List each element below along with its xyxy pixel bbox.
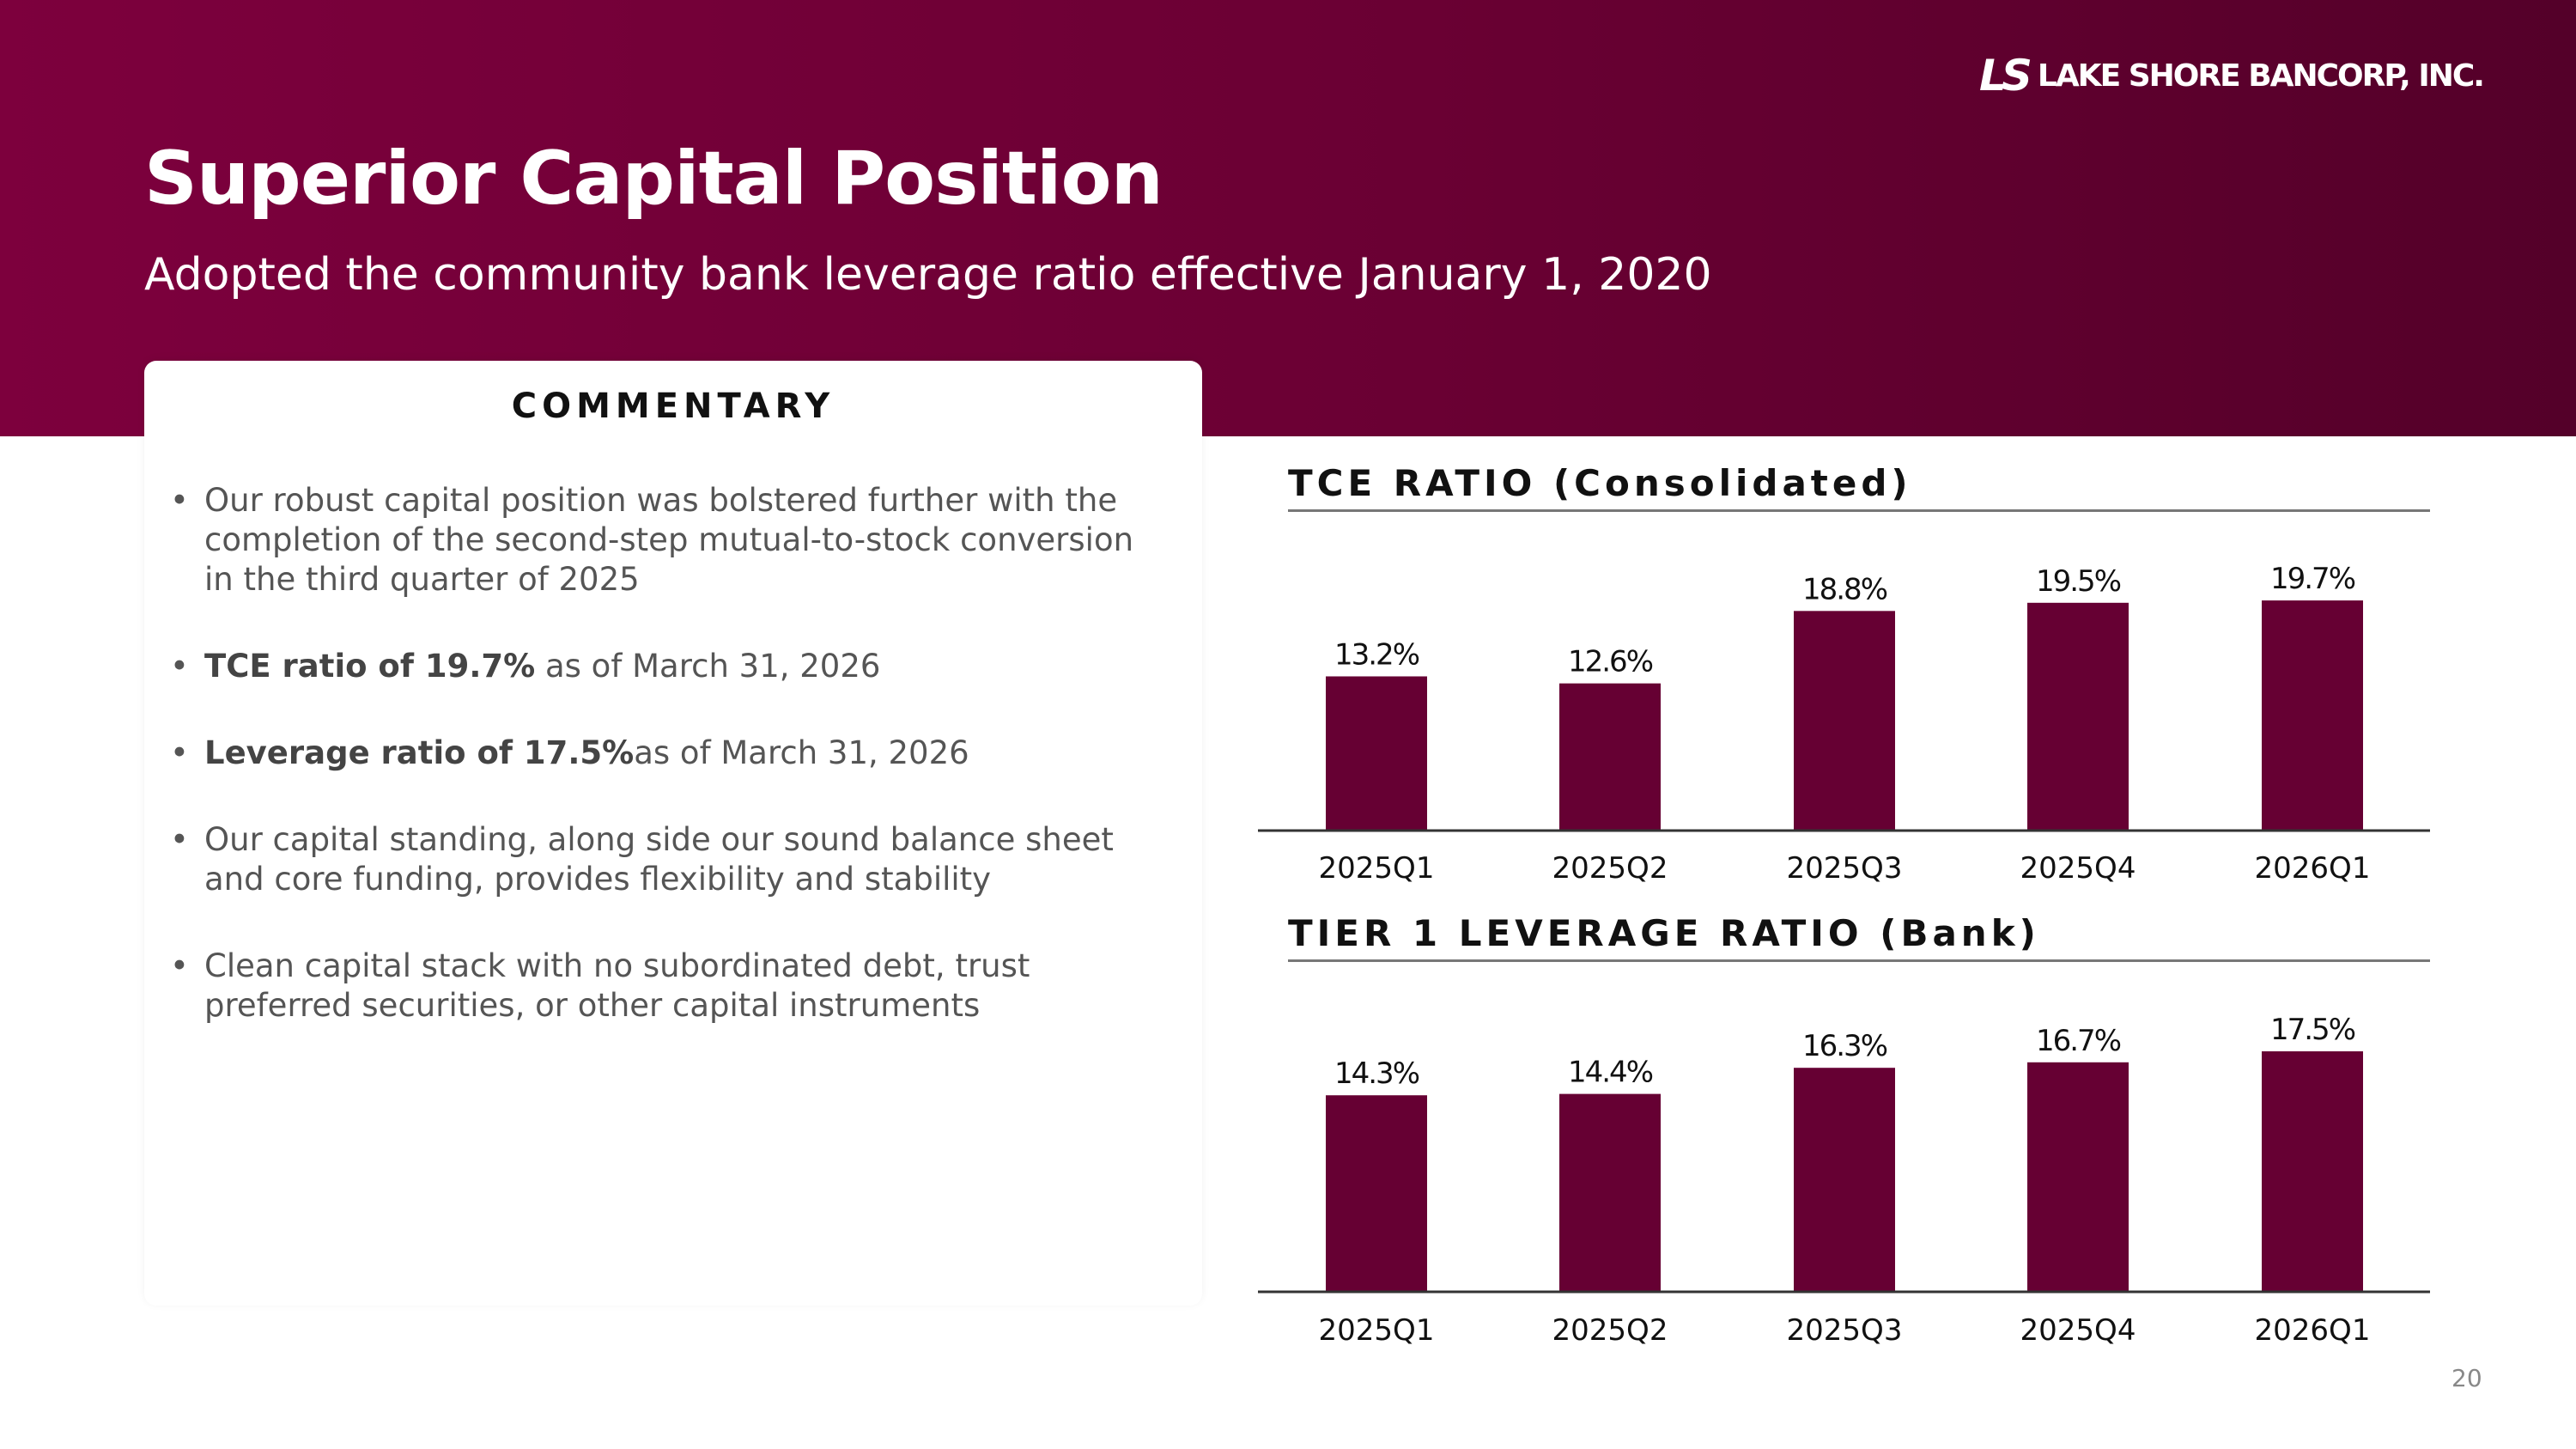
leverage-category-label: 2025Q4 (2020, 1313, 2136, 1348)
leverage-bar-2025Q2 (1559, 1093, 1661, 1292)
leverage-bar-2025Q1 (1326, 1095, 1427, 1292)
tce-data-label: 19.7% (2270, 562, 2355, 596)
page-title: Superior Capital Position (144, 136, 1163, 222)
bullet-text: as of March 31, 2026 (535, 648, 881, 685)
tce-bar-2025Q2 (1559, 683, 1661, 831)
leverage-category-label: 2025Q1 (1319, 1313, 1435, 1348)
tce-data-label: 12.6% (1568, 645, 1653, 679)
tce-bar-2025Q4 (2027, 602, 2129, 831)
company-name: LAKE SHORE BANCORP, INC. (2037, 58, 2485, 94)
ls-logo-icon: LS (1979, 51, 2032, 100)
tce-data-label: 19.5% (2036, 564, 2121, 599)
page-subtitle: Adopted the community bank leverage rati… (144, 249, 1712, 301)
bullet-text: Our capital standing, along side our sou… (204, 821, 1114, 898)
leverage-data-label: 17.5% (2270, 1013, 2355, 1047)
leverage-category-label: 2026Q1 (2255, 1313, 2371, 1348)
commentary-bullets: Our robust capital position was bolstere… (170, 481, 1157, 1073)
tce-chart-title: TCE RATIO (Consolidated) (1288, 462, 2430, 512)
company-logo: LS LAKE SHORE BANCORP, INC. (1979, 50, 2485, 101)
tce-category-label: 2025Q4 (2020, 851, 2136, 886)
leverage-category-label: 2025Q2 (1552, 1313, 1668, 1348)
leverage-bar-2025Q4 (2027, 1062, 2129, 1292)
bullet-text: Clean capital stack with no subordinated… (204, 947, 1030, 1024)
tce-category-label: 2026Q1 (2255, 851, 2371, 886)
leverage-data-label: 16.7% (2036, 1024, 2121, 1058)
leverage-bar-2026Q1 (2262, 1051, 2363, 1292)
leverage-category-label: 2025Q3 (1787, 1313, 1903, 1348)
tce-bar-2026Q1 (2262, 600, 2363, 831)
tce-category-label: 2025Q2 (1552, 851, 1668, 886)
tce-bar-2025Q3 (1794, 611, 1895, 831)
leverage-bar-2025Q3 (1794, 1068, 1895, 1292)
commentary-bullet: Leverage ratio of 17.5%as of March 31, 2… (170, 734, 1157, 773)
bullet-bold: TCE ratio of 19.7% (204, 648, 536, 685)
leverage-data-label: 14.4% (1568, 1056, 1653, 1090)
bullet-text: as of March 31, 2026 (634, 734, 969, 771)
commentary-heading: COMMENTARY (511, 387, 835, 426)
bullet-text: Our robust capital position was bolstere… (204, 482, 1134, 598)
leverage-data-label: 14.3% (1334, 1056, 1419, 1091)
tce-category-label: 2025Q1 (1319, 851, 1435, 886)
tce-data-label: 18.8% (1802, 572, 1887, 606)
commentary-bullet: Clean capital stack with no subordinated… (170, 947, 1157, 1026)
commentary-bullet: Our capital standing, along side our sou… (170, 820, 1157, 899)
leverage-data-label: 16.3% (1802, 1029, 1887, 1063)
commentary-bullet: TCE ratio of 19.7% as of March 31, 2026 (170, 647, 1157, 686)
leverage-chart-title: TIER 1 LEVERAGE RATIO (Bank) (1288, 912, 2430, 962)
page-number: 20 (2451, 1364, 2482, 1392)
tce-data-label: 13.2% (1334, 637, 1419, 672)
tce-bar-2025Q1 (1326, 676, 1427, 831)
commentary-card: COMMENTARY Our robust capital position w… (144, 361, 1202, 1306)
commentary-bullet: Our robust capital position was bolstere… (170, 481, 1157, 600)
bullet-bold: Leverage ratio of 17.5% (204, 734, 635, 771)
tce-category-label: 2025Q3 (1787, 851, 1903, 886)
